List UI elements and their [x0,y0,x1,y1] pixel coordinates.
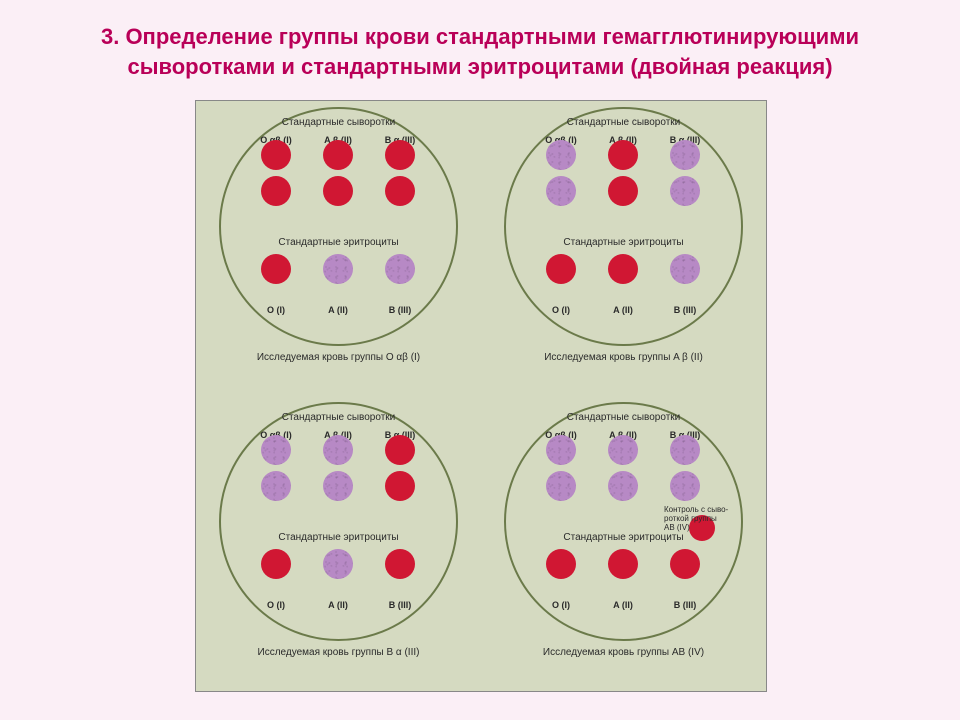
ery-col-label: A (II) [593,305,653,315]
ery-col-label: A (II) [593,600,653,610]
dish-cell-1: Стандартные сывороткиO αβ (I)A β (II)B α… [481,101,766,396]
dish-caption: Исследуемая кровь группы A β (II) [544,352,703,363]
no-agglutination-spot [608,254,638,284]
no-agglutination-spot [385,435,415,465]
no-agglutination-spot [261,176,291,206]
no-agglutination-spot [608,549,638,579]
agglutination-spot [670,435,700,465]
no-agglutination-spot [670,549,700,579]
petri-dish: Стандартные сывороткиO αβ (I)A β (II)B α… [219,107,458,346]
agglutination-spot [546,471,576,501]
serum-header: Стандартные сыворотки [221,412,456,423]
dish-cell-3: Стандартные сывороткиO αβ (I)A β (II)B α… [481,396,766,691]
ery-col-label: B (III) [655,600,715,610]
agglutination-spot [546,435,576,465]
agglutination-spot [608,435,638,465]
ery-col-label: B (III) [655,305,715,315]
dish-cell-2: Стандартные сывороткиO αβ (I)A β (II)B α… [196,396,481,691]
ery-col-label: O (I) [531,600,591,610]
slide-title: 3. Определение группы крови стандартными… [0,0,960,81]
no-agglutination-spot [323,140,353,170]
agglutination-spot [670,254,700,284]
agglutination-spot [261,471,291,501]
no-agglutination-spot [385,176,415,206]
ery-col-label: B (III) [370,305,430,315]
ery-col-label: O (I) [246,305,306,315]
ery-col-label: A (II) [308,600,368,610]
no-agglutination-spot [261,549,291,579]
no-agglutination-spot [546,549,576,579]
no-agglutination-spot [323,176,353,206]
agglutination-spot [670,140,700,170]
agglutination-spot [261,435,291,465]
no-agglutination-spot [546,254,576,284]
no-agglutination-spot [385,140,415,170]
agglutination-spot [385,254,415,284]
ery-col-label: B (III) [370,600,430,610]
agglutination-spot [546,176,576,206]
ery-col-label: O (I) [531,305,591,315]
diagram-panel: Стандартные сывороткиO αβ (I)A β (II)B α… [195,100,767,692]
no-agglutination-spot [261,254,291,284]
serum-header: Стандартные сыворотки [506,412,741,423]
agglutination-spot [608,471,638,501]
erythrocyte-header: Стандартные эритроциты [506,237,741,248]
agglutination-spot [323,471,353,501]
petri-dish: Стандартные сывороткиO αβ (I)A β (II)B α… [504,107,743,346]
erythrocyte-header: Стандартные эритроциты [221,532,456,543]
dish-caption: Исследуемая кровь группы B α (III) [258,647,420,658]
control-label: Контроль с сыво- роткой группы AB (IV) [664,506,728,532]
agglutination-spot [323,549,353,579]
no-agglutination-spot [608,176,638,206]
no-agglutination-spot [608,140,638,170]
dish-caption: Исследуемая кровь группы O αβ (I) [257,352,420,363]
erythrocyte-header: Стандартные эритроциты [221,237,456,248]
serum-header: Стандартные сыворотки [506,117,741,128]
agglutination-spot [323,435,353,465]
agglutination-spot [323,254,353,284]
no-agglutination-spot [385,549,415,579]
ery-col-label: A (II) [308,305,368,315]
petri-dish: Стандартные сывороткиO αβ (I)A β (II)B α… [219,402,458,641]
agglutination-spot [670,176,700,206]
petri-dish: Стандартные сывороткиO αβ (I)A β (II)B α… [504,402,743,641]
serum-header: Стандартные сыворотки [221,117,456,128]
ery-col-label: O (I) [246,600,306,610]
agglutination-spot [546,140,576,170]
agglutination-spot [670,471,700,501]
dish-cell-0: Стандартные сывороткиO αβ (I)A β (II)B α… [196,101,481,396]
dish-caption: Исследуемая кровь группы AB (IV) [543,647,704,658]
no-agglutination-spot [385,471,415,501]
no-agglutination-spot [261,140,291,170]
